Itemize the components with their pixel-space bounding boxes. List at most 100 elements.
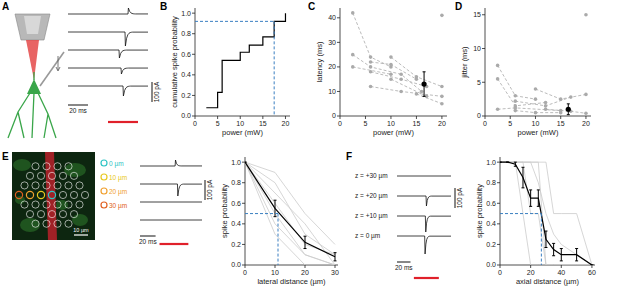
x-axis-label: axial distance (µm) xyxy=(516,277,580,286)
x-tick xyxy=(530,265,531,268)
panel-letter: E xyxy=(2,151,9,162)
trace xyxy=(397,176,451,177)
point xyxy=(415,92,419,96)
target-spot xyxy=(70,191,77,198)
point xyxy=(566,107,571,112)
series-line xyxy=(245,162,335,265)
x-tick xyxy=(510,116,511,119)
target-spot xyxy=(26,172,33,179)
y-tick-label: 0.8 xyxy=(486,179,496,186)
target-spot xyxy=(54,163,61,170)
trace-label: z = +10 µm xyxy=(355,212,388,220)
y-tick-label: 0.0 xyxy=(231,261,241,268)
y-axis-label: spike probability xyxy=(475,184,484,238)
x-tick-label: 15 xyxy=(259,120,267,127)
plot-area xyxy=(496,13,588,115)
x-axis-label: lateral distance (µm) xyxy=(257,277,326,286)
chart: 051015200.00.20.40.60.81.0power (mW)cumu… xyxy=(170,8,290,137)
target-colored xyxy=(15,191,22,198)
traces xyxy=(68,8,148,96)
error-bar xyxy=(590,265,593,266)
series-line xyxy=(245,162,335,244)
series-line xyxy=(500,162,592,265)
chart: 05101520051015power (mW)jitter (ms) xyxy=(460,8,591,137)
x-tick xyxy=(416,116,417,119)
legend-marker xyxy=(101,160,107,166)
point xyxy=(534,111,538,115)
reference-v xyxy=(541,214,542,265)
y-tick-label: 1.0 xyxy=(231,159,241,166)
target-spot xyxy=(37,211,44,218)
plot-area xyxy=(351,11,444,105)
x-tick-label: 5 xyxy=(508,120,512,127)
x-tick-label: 0 xyxy=(193,120,197,127)
x-tick xyxy=(591,265,592,268)
panel-letter: D xyxy=(455,1,462,12)
y-tick-label: 40 xyxy=(328,14,336,21)
target-spot xyxy=(43,220,50,227)
target-spot xyxy=(54,201,61,208)
x-tick xyxy=(262,116,263,119)
y-axis xyxy=(245,157,246,265)
target-spot xyxy=(21,201,28,208)
point xyxy=(559,111,563,115)
point xyxy=(369,85,373,89)
point xyxy=(496,64,500,68)
series-line xyxy=(498,65,536,99)
x-tick-label: 20 xyxy=(438,120,446,127)
reference-h xyxy=(500,213,541,214)
x-tick-label: 15 xyxy=(413,120,421,127)
x-axis xyxy=(485,116,591,117)
time-scale-bar xyxy=(397,262,411,263)
y-axis xyxy=(340,8,341,116)
arrow xyxy=(58,56,59,70)
reference-h xyxy=(245,213,278,214)
y-axis xyxy=(500,157,501,265)
point xyxy=(369,55,373,59)
y-tick xyxy=(192,13,195,14)
cell-blob xyxy=(20,218,40,232)
target-spot xyxy=(48,211,55,218)
x-axis-label: power (mW) xyxy=(518,128,559,137)
step-line xyxy=(206,13,285,108)
x-tick xyxy=(560,116,561,119)
point xyxy=(389,72,393,76)
target-spot xyxy=(43,201,50,208)
y-tick xyxy=(337,116,340,117)
dendrites xyxy=(8,72,56,138)
chart: 05101520010203040power (mW)latency (ms) xyxy=(315,8,447,137)
legend-label: 20 µm xyxy=(109,188,127,196)
y-tick xyxy=(242,203,245,204)
y-tick xyxy=(337,91,340,92)
reference-h xyxy=(195,21,274,22)
point xyxy=(559,97,563,101)
error-bar xyxy=(274,200,277,216)
target-spot xyxy=(43,163,50,170)
trace xyxy=(140,202,202,203)
y-tick xyxy=(192,54,195,55)
trace xyxy=(140,220,202,221)
series-line xyxy=(500,162,592,265)
x-tick-label: 10 xyxy=(271,269,279,276)
point xyxy=(420,90,424,94)
trace xyxy=(68,50,148,58)
image-bg xyxy=(12,152,95,240)
x-tick xyxy=(285,116,286,119)
y-tick xyxy=(337,17,340,18)
stimulus-bar xyxy=(160,243,189,245)
point xyxy=(513,99,517,103)
target-spot xyxy=(70,211,77,218)
y-tick-label: 1.0 xyxy=(486,159,496,166)
series-line xyxy=(371,72,427,87)
trace xyxy=(397,196,451,206)
x-axis xyxy=(340,116,447,117)
series-line xyxy=(500,162,592,265)
panel-letter: A xyxy=(2,1,9,12)
y-tick xyxy=(497,162,500,163)
x-tick-label: 0 xyxy=(243,269,247,276)
target-spot xyxy=(59,191,66,198)
y-tick xyxy=(192,33,195,34)
stimulus-bar xyxy=(108,121,138,123)
panel-letter: B xyxy=(160,1,167,12)
cell-blob xyxy=(13,159,31,171)
